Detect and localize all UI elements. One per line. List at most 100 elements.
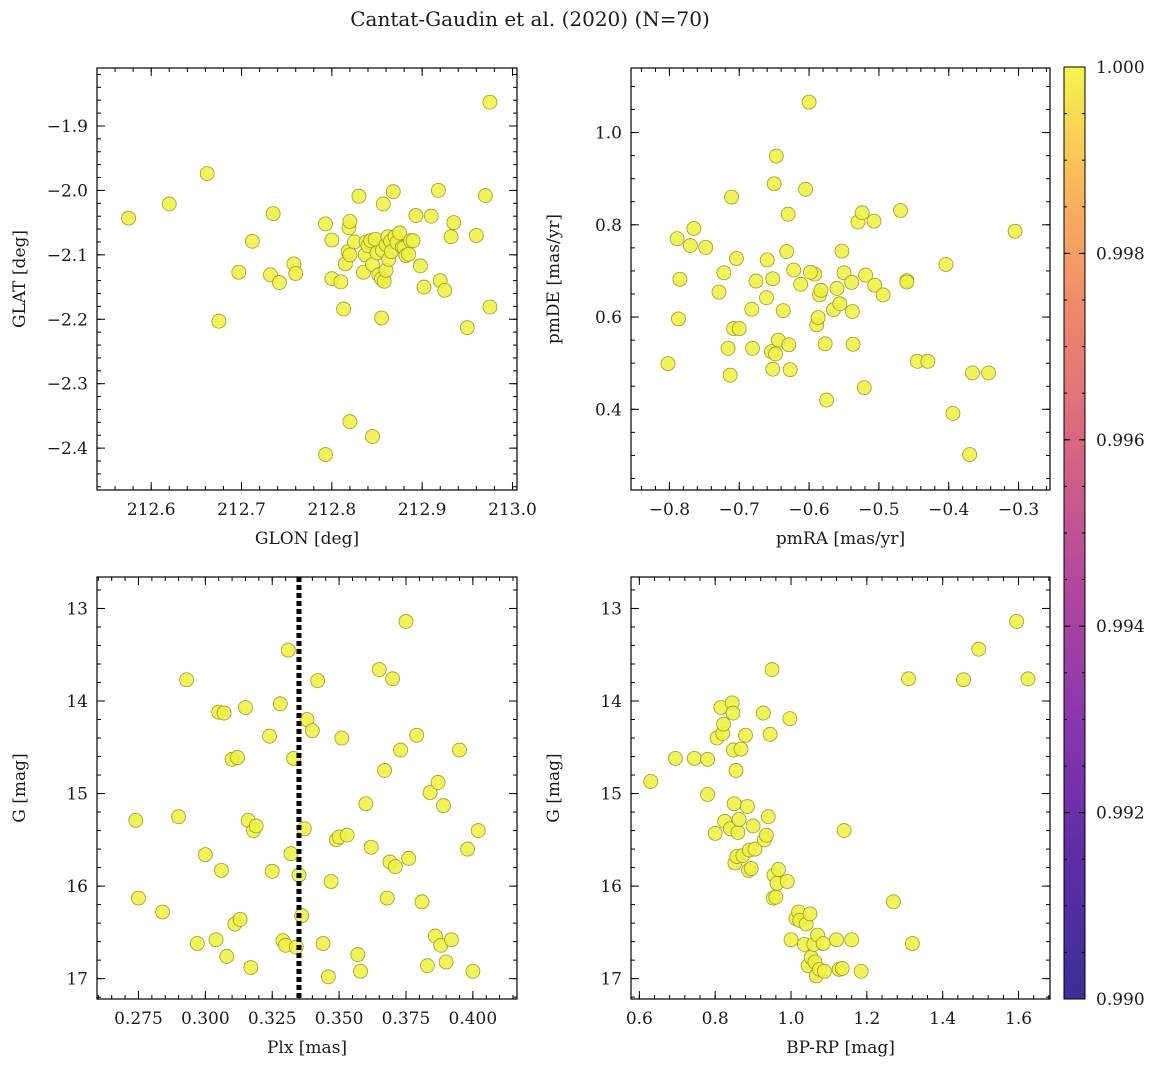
data-point	[444, 932, 459, 948]
data-point	[155, 904, 170, 920]
data-point	[669, 231, 685, 247]
data-point	[764, 662, 780, 677]
data-point	[755, 705, 771, 721]
data-point	[782, 362, 798, 378]
data-point	[208, 932, 224, 948]
data-point	[781, 337, 797, 353]
y-tick-label: 1.0	[595, 124, 622, 144]
data-point	[893, 203, 908, 218]
data-point	[854, 205, 870, 221]
data-point	[731, 321, 747, 336]
data-point	[686, 221, 702, 236]
data-point	[945, 406, 961, 421]
data-point	[393, 742, 409, 758]
x-tick-label: 1.2	[853, 1009, 880, 1029]
data-point	[783, 932, 799, 948]
data-point	[401, 850, 417, 866]
data-point	[409, 727, 425, 743]
data-point	[387, 859, 403, 875]
data-point	[342, 213, 358, 229]
data-point	[377, 763, 392, 778]
x-axis-label: BP-RP [mag]	[786, 1038, 895, 1058]
data-point	[759, 290, 774, 306]
data-point	[643, 774, 659, 789]
axes-frame	[96, 576, 518, 1000]
data-point	[758, 827, 774, 843]
data-point	[323, 874, 339, 889]
data-point	[465, 963, 481, 979]
data-point	[419, 958, 435, 974]
data-point	[829, 281, 845, 296]
x-tick-label: −0.6	[788, 500, 829, 520]
data-point	[672, 271, 688, 287]
data-point	[197, 847, 213, 863]
data-point	[482, 94, 498, 110]
data-point	[238, 700, 253, 715]
data-point	[858, 267, 874, 283]
data-point	[460, 841, 475, 857]
data-point	[956, 672, 971, 688]
data-point	[216, 705, 232, 721]
data-point	[333, 274, 349, 290]
data-point	[371, 662, 387, 677]
y-axis-label: G [mag]	[544, 753, 564, 822]
data-point	[829, 932, 844, 948]
y-axis-label: G [mag]	[10, 753, 30, 822]
data-point	[813, 282, 829, 298]
data-point	[179, 672, 195, 688]
data-point	[342, 247, 358, 263]
data-point	[1020, 671, 1036, 687]
x-tick-label: 0.6	[626, 1009, 653, 1029]
data-point	[779, 874, 795, 889]
data-point	[385, 671, 401, 687]
x-tick-label: 1.6	[1005, 1009, 1032, 1029]
data-point	[731, 812, 747, 827]
data-point	[726, 796, 742, 812]
colorbar-tick-label: 0.996	[1096, 431, 1145, 451]
x-axis-label: pmRA [mas/yr]	[776, 529, 905, 549]
data-point	[901, 671, 916, 687]
y-axis-label: pmDE [mas/yr]	[544, 214, 564, 344]
data-point	[477, 188, 493, 203]
data-point	[802, 906, 818, 922]
data-point	[707, 825, 723, 841]
data-point	[459, 320, 475, 336]
data-point	[401, 246, 417, 262]
data-point	[834, 243, 850, 259]
data-point	[342, 414, 358, 430]
x-axis-label: GLON [deg]	[255, 529, 359, 549]
data-point	[336, 301, 351, 317]
data-point	[272, 275, 287, 290]
data-point	[780, 206, 796, 222]
axes-frame	[96, 67, 518, 491]
x-axis-label: Plx [mas]	[267, 1038, 347, 1058]
data-point	[315, 936, 331, 951]
scatter-points	[660, 94, 1023, 462]
x-tick-label: 212.7	[217, 500, 266, 520]
data-point	[728, 763, 744, 778]
data-point	[667, 750, 683, 766]
data-point	[262, 728, 277, 744]
data-point	[131, 890, 146, 906]
data-point	[161, 196, 177, 212]
data-point	[446, 215, 462, 231]
data-point	[817, 336, 833, 352]
x-tick-label: 0.350	[315, 1009, 364, 1029]
data-point	[733, 741, 749, 757]
x-tick-label: −0.8	[649, 500, 690, 520]
data-point	[971, 641, 987, 657]
data-point	[310, 673, 326, 689]
data-point	[414, 894, 430, 910]
x-tick-label: 212.9	[398, 500, 447, 520]
data-point	[853, 963, 869, 979]
data-point	[744, 301, 760, 317]
data-point	[350, 947, 366, 962]
x-tick-label: 0.8	[702, 1009, 729, 1029]
y-axis-label: GLAT [deg]	[10, 230, 30, 328]
data-point	[189, 936, 205, 951]
panel-bprp-g: 0.6 0.8 1.0 1.2 1.4 1.6 13 14 15 16 17 BP-RP [mag] G…	[544, 576, 1051, 1058]
data-point	[844, 275, 860, 290]
data-point	[775, 303, 791, 318]
data-point	[786, 262, 802, 278]
data-point	[981, 365, 996, 381]
